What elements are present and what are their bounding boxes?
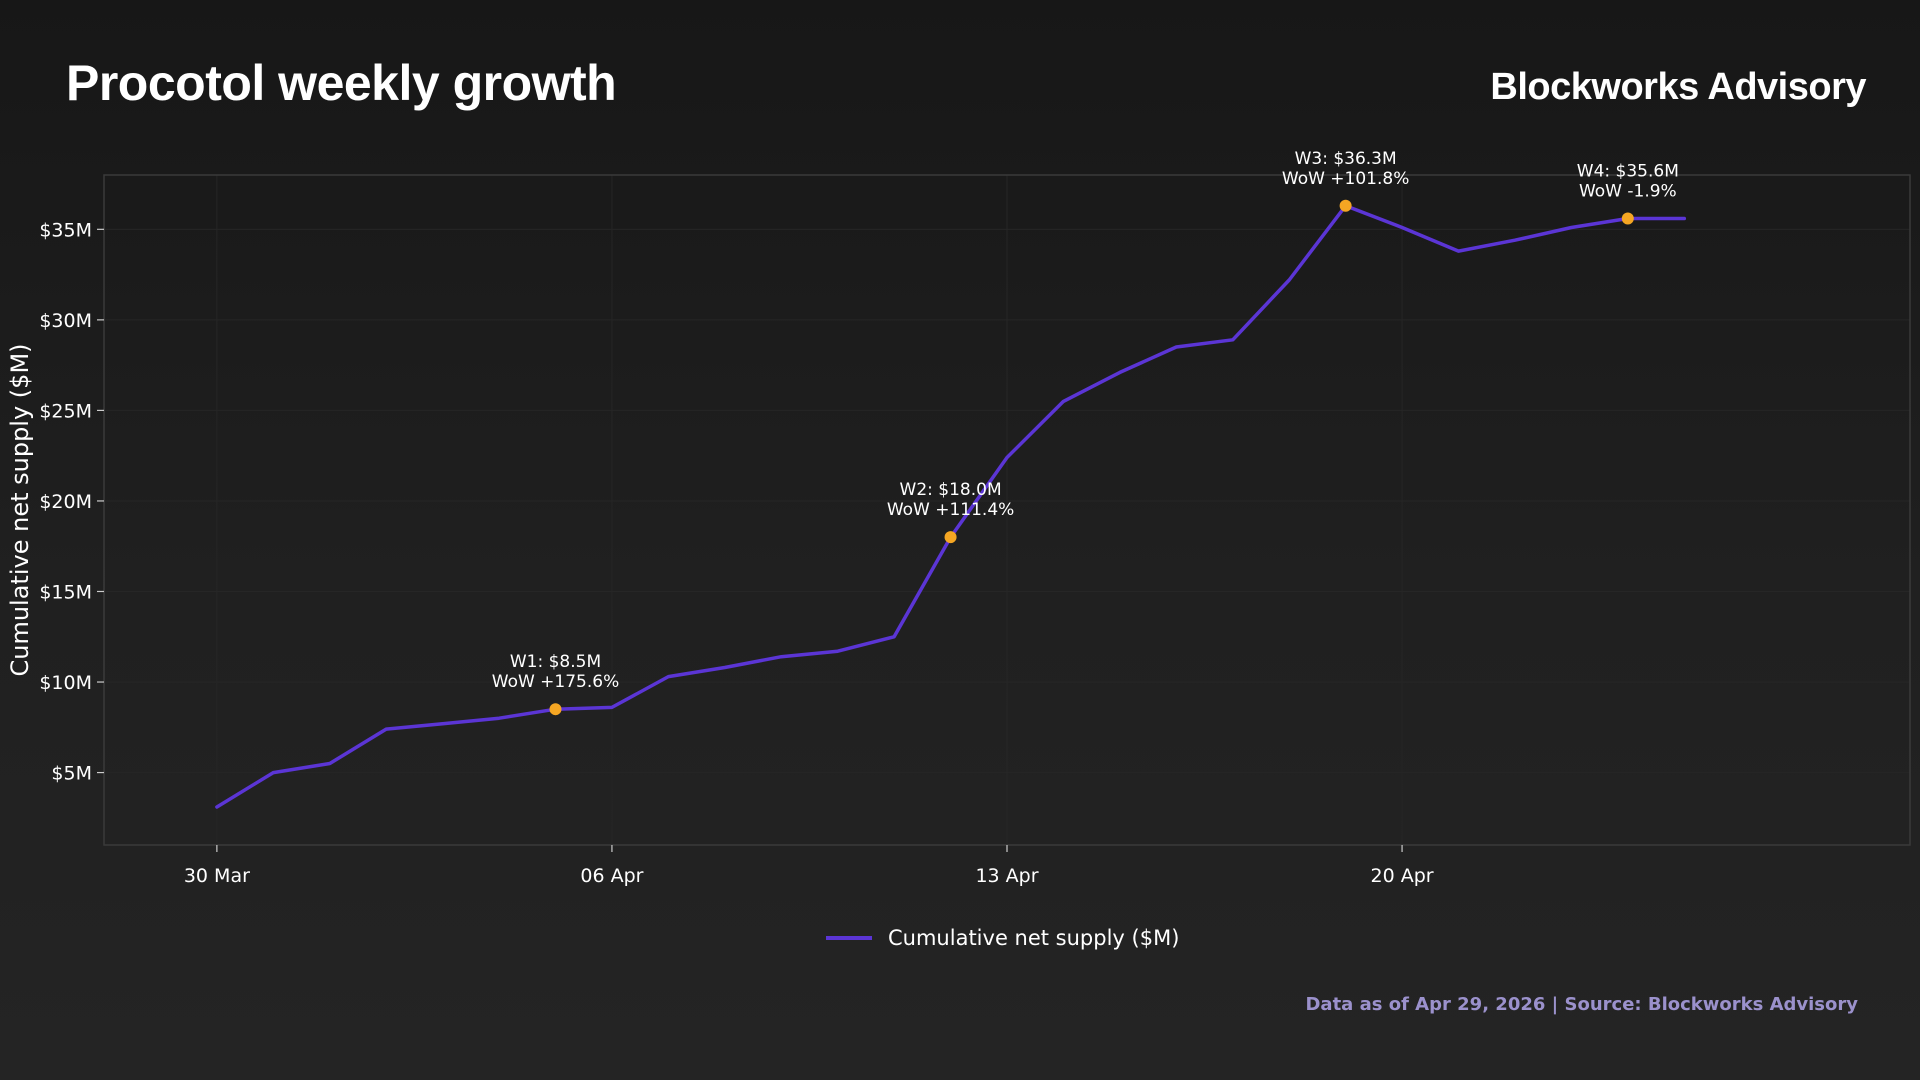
chart-legend: Cumulative net supply ($M) [826,926,1179,950]
chart-axes: $5M $10M $15M $20M $25M $30M $35M 30 Mar 06 Apr 1… [39,219,1433,887]
week-marker [1621,212,1634,225]
x-tick-label: 06 Apr [580,865,643,887]
y-tick-label: $5M [51,763,92,785]
annotation-sublabel: WoW +175.6% [492,672,620,692]
y-tick-label: $35M [39,219,92,241]
week-marker [1339,199,1352,212]
source-footnote: Data as of Apr 29, 2026 | Source: Blockw… [1305,994,1858,1015]
x-tick-label: 30 Mar [184,865,250,887]
legend-swatch-line [826,936,872,940]
week-marker [944,531,957,544]
y-axis-label: Cumulative net supply ($M) [6,343,34,676]
annotation-label: W1: $8.5M [510,652,601,672]
annotation-label: W2: $18.0M [900,480,1002,500]
y-tick-label: $20M [39,491,92,513]
annotation-sublabel: WoW +111.4% [887,500,1015,520]
chart-grid [104,175,1910,845]
annotation-sublabel: WoW +101.8% [1282,169,1410,189]
annotation-sublabel: WoW -1.9% [1579,181,1677,201]
annotation-label: W4: $35.6M [1577,161,1679,181]
legend-label: Cumulative net supply ($M) [888,926,1180,950]
y-tick-label: $15M [39,581,92,603]
y-tick-label: $10M [39,672,92,694]
y-tick-label: $30M [39,310,92,332]
chart-title: Procotol weekly growth [66,55,617,111]
x-tick-label: 20 Apr [1371,865,1434,887]
y-tick-label: $25M [39,400,92,422]
annotation-label: W3: $36.3M [1295,149,1397,169]
brand-logo-text: Blockworks Advisory [1490,66,1866,108]
x-tick-label: 13 Apr [975,865,1038,887]
week-marker [549,703,562,716]
